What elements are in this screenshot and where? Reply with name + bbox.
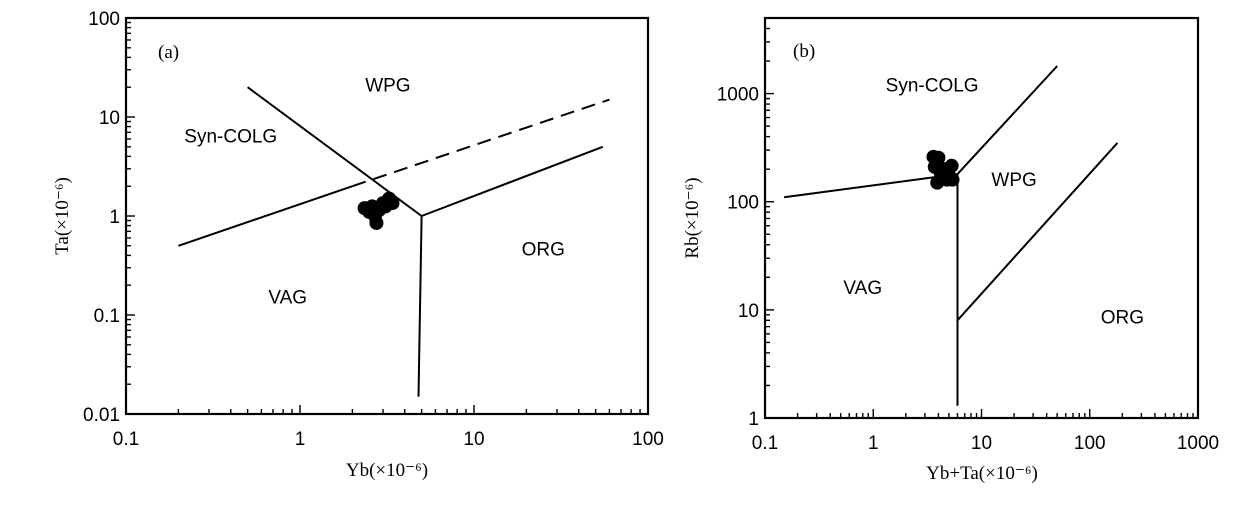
panel-b-region-label: ORG — [1101, 307, 1144, 328]
panel-b-region-label: WPG — [991, 170, 1036, 191]
panel-a-data-point — [369, 215, 384, 230]
panel-b-data-point — [944, 158, 959, 173]
panel-a-x-tick-label: 1 — [295, 429, 306, 450]
panel-a-region-label: VAG — [268, 288, 307, 309]
panel-b-y-tick-label: 1 — [748, 409, 759, 430]
panel-a-x-axis-title: Yb(×10⁻⁶) — [346, 460, 428, 481]
panel-b-region-label: VAG — [843, 278, 882, 299]
panel-b-y-tick-label: 10 — [738, 301, 759, 322]
panel-b-x-tick-label: 10 — [971, 433, 992, 454]
panel-a-y-tick-label: 100 — [88, 9, 120, 30]
panel-b-tag: (b) — [793, 41, 815, 62]
panel-b-data-point — [945, 172, 960, 187]
panel-b-frame — [763, 16, 1200, 420]
panel-a-x-tick-label: 0.1 — [113, 429, 139, 450]
panel-b-x-tick-label: 1000 — [1177, 433, 1219, 454]
panel-a-y-tick-label: 0.1 — [94, 306, 120, 327]
panel-b-x-tick-label: 1 — [868, 433, 879, 454]
panel-a-region-label: ORG — [522, 239, 565, 260]
panel-b-x-axis-title: Yb+Ta(×10⁻⁶) — [926, 463, 1038, 484]
panel-a-data-point — [385, 196, 400, 211]
panel-b-x-tick-label: 0.1 — [752, 433, 778, 454]
panel-a-y-axis-title: Ta(×10⁻⁶) — [52, 177, 73, 255]
panel-a-region-label: WPG — [365, 76, 410, 97]
panel-a-boundary-solid — [421, 145, 604, 217]
panel-b-y-tick-label: 1000 — [717, 85, 759, 106]
panel-a-boundary-solid — [417, 215, 423, 397]
panel-b-y-axis-title: Rb(×10⁻⁶) — [682, 177, 703, 258]
panel-b-boundary-solid — [783, 173, 958, 199]
panel-a-x-tick-label: 100 — [632, 429, 664, 450]
panel-b: (b) Yb+Ta(×10⁻⁶) Rb(×10⁻⁶) 0.1 1 10 100 1000… — [682, 16, 1219, 484]
panel-b-x-tick-label: 100 — [1074, 433, 1106, 454]
panel-a-boundary-dashed — [352, 98, 610, 188]
panel-a: (a) Yb(×10⁻⁶) Ta(×10⁻⁶) 0.1 1 10 100 0.01 0.1… — [52, 9, 664, 481]
panel-a-y-tick-label: 1 — [109, 207, 120, 228]
panel-b-data-point — [930, 175, 945, 190]
panel-a-tag: (a) — [158, 42, 179, 63]
panel-a-y-tick-label: 0.01 — [83, 405, 120, 426]
panel-a-boundary-solid — [178, 185, 353, 247]
panel-b-region-label: Syn-COLG — [886, 75, 979, 96]
panel-a-y-tick-label: 10 — [99, 108, 120, 129]
panel-a-x-tick-label: 10 — [463, 429, 484, 450]
panel-a-region-label: Syn-COLG — [184, 127, 277, 148]
panel-b-boundary-solid — [956, 65, 1058, 175]
panel-b-boundary-solid — [956, 142, 1119, 321]
panel-b-y-tick-label: 100 — [727, 193, 759, 214]
